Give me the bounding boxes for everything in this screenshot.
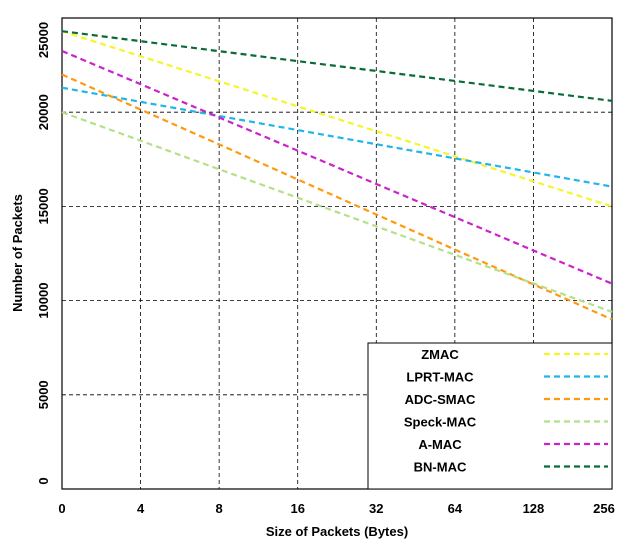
legend-box <box>367 342 613 490</box>
x-axis-title: Size of Packets (Bytes) <box>266 524 408 539</box>
y-axis-title: Number of Packets <box>10 194 25 312</box>
x-tick-label: 128 <box>523 501 545 516</box>
y-tick-label: 20000 <box>36 94 51 130</box>
x-tick-label: 256 <box>593 501 615 516</box>
y-tick-label: 15000 <box>36 188 51 224</box>
x-tick-label: 64 <box>448 501 463 516</box>
x-tick-label: 32 <box>369 501 383 516</box>
series-line <box>61 86 613 188</box>
legend-label: Speck-MAC <box>404 415 477 430</box>
legend-label: ZMAC <box>421 347 459 362</box>
x-tick-label: 8 <box>216 501 223 516</box>
y-tick-label: 25000 <box>36 22 51 58</box>
series-line <box>61 111 613 313</box>
plot-frame <box>61 17 613 490</box>
x-tick-label: 16 <box>290 501 304 516</box>
legend-label: LPRT-MAC <box>406 370 474 385</box>
legend-label: ADC-SMAC <box>405 392 476 407</box>
x-tick-label: 4 <box>137 501 145 516</box>
y-tick-label: 0 <box>36 477 51 484</box>
legend-label: BN-MAC <box>414 460 467 475</box>
x-tick-label: 0 <box>58 501 65 516</box>
series-line <box>61 73 613 321</box>
y-tick-label: 10000 <box>36 283 51 319</box>
series-line <box>61 49 613 285</box>
y-tick-label: 5000 <box>36 380 51 409</box>
legend-label: A-MAC <box>418 437 462 452</box>
series-line <box>61 30 613 208</box>
series-line <box>61 30 613 102</box>
